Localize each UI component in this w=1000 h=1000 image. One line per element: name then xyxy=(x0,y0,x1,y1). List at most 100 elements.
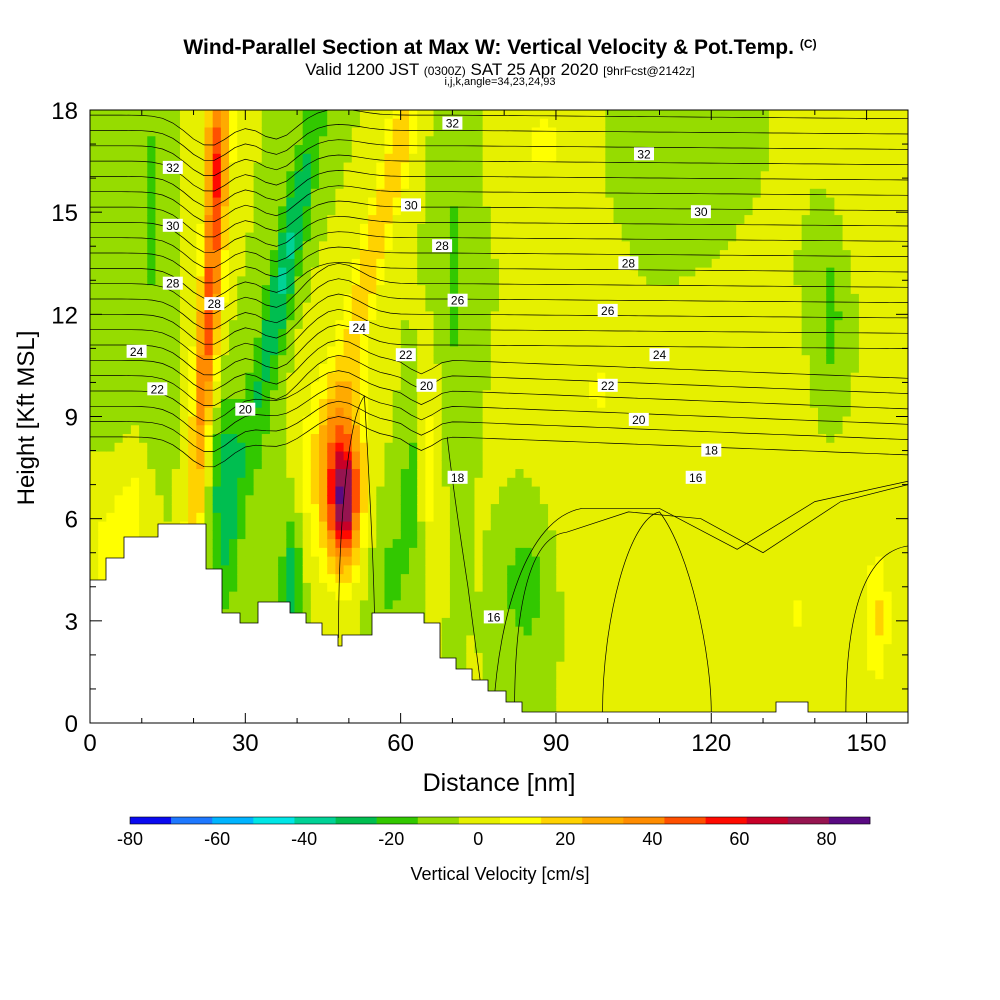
velocity-cell xyxy=(433,398,443,409)
velocity-cell xyxy=(539,390,549,400)
velocity-cell xyxy=(384,267,394,277)
velocity-cell xyxy=(90,530,99,540)
velocity-cell xyxy=(261,547,271,558)
velocity-cell xyxy=(474,250,484,260)
velocity-cell xyxy=(400,285,410,295)
velocity-cell xyxy=(278,398,287,409)
velocity-cell xyxy=(466,153,476,164)
velocity-cell xyxy=(515,180,525,190)
velocity-cell xyxy=(629,600,639,610)
velocity-cell xyxy=(204,407,214,418)
velocity-cell xyxy=(319,241,328,251)
velocity-cell xyxy=(106,223,116,234)
velocity-cell xyxy=(474,267,484,277)
velocity-cell xyxy=(564,258,574,269)
velocity-cell xyxy=(531,661,541,672)
velocity-cell xyxy=(343,504,353,514)
velocity-cell xyxy=(310,469,320,479)
velocity-cell xyxy=(441,556,451,566)
velocity-cell xyxy=(507,241,516,251)
velocity-cell xyxy=(400,171,410,181)
velocity-cell xyxy=(425,320,435,330)
velocity-cell xyxy=(441,574,451,584)
velocity-cell xyxy=(433,425,443,435)
velocity-cell xyxy=(319,136,328,146)
velocity-cell xyxy=(310,407,320,418)
velocity-cell xyxy=(564,293,574,304)
velocity-cell xyxy=(392,521,402,531)
velocity-cell xyxy=(310,565,320,575)
velocity-cell xyxy=(564,556,574,566)
velocity-cell xyxy=(588,565,598,575)
velocity-cell xyxy=(621,495,631,505)
velocity-cell xyxy=(523,687,533,698)
velocity-cell xyxy=(580,661,590,672)
velocity-cell xyxy=(482,337,492,348)
velocity-cell xyxy=(327,285,336,295)
velocity-cell xyxy=(548,127,557,137)
velocity-cell xyxy=(515,644,525,654)
velocity-cell xyxy=(425,451,435,461)
velocity-cell xyxy=(523,407,533,418)
velocity-cell xyxy=(155,495,165,505)
velocity-cell xyxy=(597,687,606,698)
velocity-cell xyxy=(310,136,320,146)
velocity-cell xyxy=(179,346,189,356)
velocity-cell xyxy=(597,451,606,461)
velocity-cell xyxy=(351,486,361,496)
velocity-cell xyxy=(556,110,566,120)
velocity-cell xyxy=(106,180,116,190)
velocity-cell xyxy=(139,267,148,277)
velocity-cell xyxy=(646,241,656,251)
velocity-cell xyxy=(139,355,148,365)
velocity-cell xyxy=(499,460,508,470)
velocity-cell xyxy=(433,600,443,610)
velocity-cell xyxy=(490,547,500,558)
velocity-cell xyxy=(269,276,279,286)
velocity-cell xyxy=(654,486,664,496)
velocity-cell xyxy=(392,442,402,453)
velocity-cell xyxy=(319,451,328,461)
velocity-cell xyxy=(384,162,394,172)
velocity-cell xyxy=(646,565,656,575)
velocity-cell xyxy=(359,232,369,242)
velocity-cell xyxy=(466,337,476,348)
velocity-cell xyxy=(605,355,615,365)
velocity-cell xyxy=(433,311,443,321)
velocity-cell xyxy=(597,600,606,610)
velocity-cell xyxy=(368,127,377,137)
velocity-cell xyxy=(294,390,304,400)
velocity-cell xyxy=(556,206,566,216)
velocity-cell xyxy=(90,320,99,330)
velocity-cell xyxy=(335,118,345,129)
velocity-cell xyxy=(319,197,328,207)
velocity-cell xyxy=(441,486,451,496)
velocity-cell xyxy=(98,145,107,155)
velocity-cell xyxy=(147,346,157,356)
velocity-cell xyxy=(376,469,386,479)
velocity-cell xyxy=(588,285,598,295)
velocity-cell xyxy=(482,110,492,120)
velocity-cell xyxy=(662,565,672,575)
velocity-cell xyxy=(319,556,328,566)
velocity-cell xyxy=(392,311,402,321)
velocity-cell xyxy=(523,293,533,304)
velocity-cell xyxy=(196,425,206,435)
velocity-cell xyxy=(588,171,598,181)
velocity-cell xyxy=(171,451,181,461)
velocity-cell xyxy=(474,556,484,566)
velocity-cell xyxy=(605,258,615,269)
velocity-cell xyxy=(229,398,238,409)
velocity-cell xyxy=(417,547,426,558)
velocity-cell xyxy=(588,416,598,426)
velocity-cell xyxy=(466,162,476,172)
velocity-cell xyxy=(466,372,476,383)
velocity-cell xyxy=(449,145,459,155)
velocity-cell xyxy=(278,180,287,190)
velocity-cell xyxy=(458,495,467,505)
velocity-cell xyxy=(114,118,124,129)
velocity-cell xyxy=(515,110,525,120)
velocity-cell xyxy=(106,425,116,435)
velocity-cell xyxy=(629,390,639,400)
velocity-cell xyxy=(245,162,255,172)
